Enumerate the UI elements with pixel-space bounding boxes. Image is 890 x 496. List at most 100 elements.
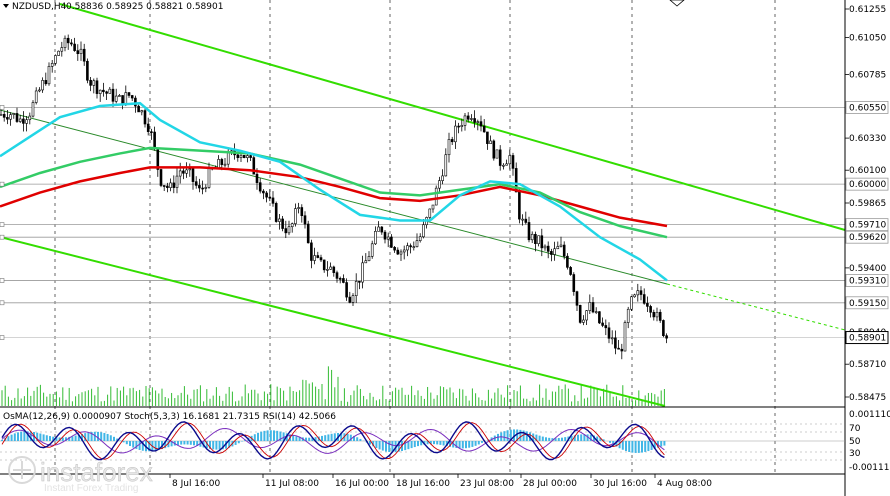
candle-body <box>25 119 28 124</box>
osma-bar <box>193 441 195 446</box>
candle-body <box>226 151 230 165</box>
volume-bars <box>1 366 665 406</box>
osma-bar <box>465 441 467 449</box>
symbol-header: NZDUSD,H4 0.58836 0.58925 0.58821 0.5890… <box>3 2 223 12</box>
osma-bar <box>513 429 515 441</box>
osma-bar <box>234 441 237 445</box>
osma-bar <box>113 436 115 441</box>
osma-bar <box>71 436 74 441</box>
osma-bar <box>61 437 64 441</box>
ema-fast-line <box>0 101 668 282</box>
vertical-gridlines <box>54 0 776 474</box>
candle-body <box>278 218 281 222</box>
candle-body <box>57 50 60 56</box>
candle-body <box>111 88 115 102</box>
indicator-axis-labels: 0.00111085 70 50 30 -0.00111800 <box>849 410 890 473</box>
osma-bar <box>647 441 650 452</box>
osma-bar <box>119 440 122 441</box>
candle-body <box>236 154 240 158</box>
osma-bar <box>308 437 311 441</box>
price-tick-label: 0.60785 <box>849 71 886 81</box>
osma-bar <box>1 439 3 441</box>
candle-body <box>249 155 252 158</box>
candle-body <box>310 242 313 261</box>
osma-bar <box>93 431 96 441</box>
channel-mid-extension <box>666 283 846 331</box>
osma-bar <box>436 441 439 445</box>
ema-mid-line <box>0 146 668 239</box>
collapse-triangle-icon[interactable] <box>3 4 9 8</box>
candle-body <box>79 48 83 55</box>
osma-bar <box>589 434 592 441</box>
candle-body <box>582 319 585 323</box>
candle-body <box>639 290 643 295</box>
candle-body <box>159 169 163 186</box>
osma-bar <box>106 433 109 441</box>
osma-bar <box>615 441 618 447</box>
osma-bar <box>17 432 19 441</box>
candle-body <box>220 159 224 165</box>
candle-body <box>130 95 134 99</box>
osma-bar <box>468 441 471 448</box>
candle-body <box>431 204 435 210</box>
osma-bar <box>84 433 87 441</box>
osma-bar <box>548 437 551 441</box>
candle-body <box>274 203 278 222</box>
osma-bar <box>660 441 663 447</box>
candle-body <box>662 320 665 336</box>
osma-bar <box>135 441 138 449</box>
indicator-axis-label: 70 <box>849 424 861 434</box>
watermark-tagline: Instant Forex Trading <box>44 483 139 494</box>
osma-bar <box>20 431 23 441</box>
osma-bar <box>129 441 131 446</box>
ohlc-readout: 0.58836 0.58925 0.58821 0.58901 <box>66 2 223 12</box>
osma-bar <box>474 441 477 446</box>
candle-body <box>31 102 35 117</box>
price-tick-label: 0.58475 <box>849 393 886 403</box>
price-level-tags: 0.60550 0.60000 0.59710 0.59620 0.59310 0.591… <box>0 100 889 345</box>
osma-bar <box>186 441 189 445</box>
shift-chart-arrow-icon[interactable] <box>669 0 685 7</box>
candle-body <box>610 337 614 340</box>
osma-bar <box>417 441 419 447</box>
osma-bar <box>45 435 48 441</box>
candle-body <box>329 266 332 270</box>
candle-body <box>655 311 659 318</box>
osma-bar <box>628 441 631 452</box>
candle-body <box>415 240 419 247</box>
candle-body <box>569 267 572 275</box>
candle-body <box>2 114 6 118</box>
candle-body <box>514 168 518 193</box>
candle-body <box>281 218 284 229</box>
candle-body <box>572 274 576 292</box>
indicator-panel[interactable] <box>0 421 845 461</box>
channel-lower-line <box>0 236 666 407</box>
candle-body <box>505 163 508 166</box>
candle-body <box>370 243 374 257</box>
osma-bar <box>100 432 103 441</box>
time-axis-label: 11 Jul 08:00 <box>265 479 319 489</box>
candle-body <box>566 255 569 268</box>
candle-body <box>255 173 259 183</box>
osma-bar <box>157 441 160 450</box>
osma-bar <box>311 437 314 441</box>
osma-bar <box>596 436 599 441</box>
osma-bar <box>346 433 349 441</box>
candle-body <box>518 191 521 220</box>
osma-bar <box>292 435 295 441</box>
candle-body <box>188 168 192 171</box>
candle-body <box>313 255 316 261</box>
osma-bar <box>573 435 576 441</box>
candle-body <box>146 123 150 132</box>
osma-bar <box>295 436 298 441</box>
candle-body <box>601 322 604 326</box>
candle-body <box>367 256 371 262</box>
candle-body <box>127 92 131 96</box>
osma-bar <box>314 437 317 441</box>
osma-bar <box>397 441 400 452</box>
osma-bar <box>625 441 627 452</box>
stoch-main-line <box>1 421 665 461</box>
osma-bar <box>522 430 525 441</box>
osma-bar <box>631 441 634 453</box>
